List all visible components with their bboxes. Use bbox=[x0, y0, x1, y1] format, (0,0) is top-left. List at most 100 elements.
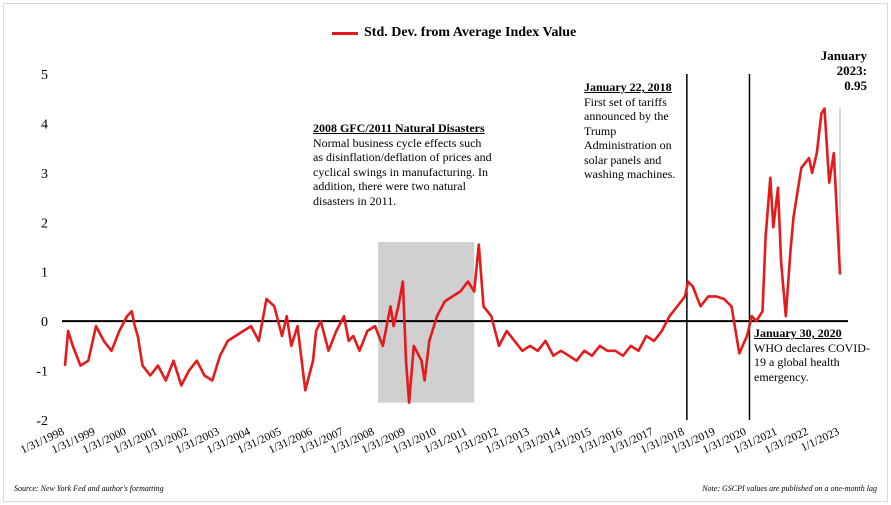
y-tick-label: 2 bbox=[41, 216, 48, 231]
series-point bbox=[141, 365, 144, 367]
series-point bbox=[568, 355, 570, 357]
series-point bbox=[444, 300, 446, 302]
series-point bbox=[343, 315, 345, 317]
series-point bbox=[839, 273, 841, 275]
series-point bbox=[738, 352, 740, 354]
series-point bbox=[765, 236, 767, 238]
series-point bbox=[258, 340, 260, 342]
series-point bbox=[780, 261, 782, 263]
annotation-gfc-text: Normal business cycle effects such as di… bbox=[313, 135, 492, 208]
series-point bbox=[366, 330, 368, 332]
series-point bbox=[137, 335, 139, 337]
series-point bbox=[312, 360, 314, 362]
series-point bbox=[211, 379, 213, 382]
series-point bbox=[234, 335, 237, 337]
annotation-gfc: 2008 GFC/2011 Natural Disasters Normal b… bbox=[313, 121, 493, 208]
series-point bbox=[348, 340, 350, 342]
y-tick-label: 1 bbox=[41, 266, 48, 281]
series-point bbox=[785, 315, 787, 317]
series-point bbox=[808, 157, 810, 159]
series-point bbox=[131, 310, 133, 312]
series-point bbox=[521, 350, 523, 352]
series-point bbox=[575, 360, 578, 362]
series-point bbox=[64, 365, 66, 367]
series-point bbox=[467, 281, 469, 283]
series-point bbox=[723, 298, 725, 300]
series-point bbox=[473, 290, 475, 293]
series-point bbox=[320, 320, 322, 322]
legend-label: Std. Dev. from Average Index Value bbox=[364, 25, 577, 40]
series-point bbox=[490, 315, 492, 317]
series-point bbox=[420, 360, 423, 362]
y-tick-label: -2 bbox=[36, 414, 48, 429]
series-point bbox=[478, 243, 480, 246]
series-point bbox=[506, 330, 508, 332]
series-point bbox=[188, 369, 190, 372]
annotation-covid-heading: January 30, 2020 bbox=[754, 326, 842, 340]
annotation-covid: January 30, 2020 WHO declares COVID-19 a… bbox=[754, 326, 874, 384]
series-point bbox=[730, 305, 733, 307]
series-point bbox=[358, 350, 361, 352]
series-point bbox=[103, 340, 105, 342]
series-point bbox=[413, 345, 415, 347]
series-point bbox=[755, 320, 757, 322]
series-point bbox=[451, 295, 454, 298]
series-point bbox=[165, 379, 167, 382]
series-point bbox=[653, 340, 655, 342]
series-point bbox=[315, 330, 317, 332]
series-point bbox=[402, 281, 404, 283]
series-point bbox=[676, 305, 678, 307]
series-point bbox=[459, 290, 461, 293]
series-point bbox=[687, 281, 689, 283]
y-tick-label: 4 bbox=[41, 117, 48, 132]
series-point bbox=[126, 315, 128, 317]
series-point bbox=[203, 374, 206, 377]
series-point bbox=[800, 167, 802, 169]
series-point bbox=[772, 226, 774, 228]
series-point bbox=[715, 295, 717, 298]
series-point bbox=[823, 108, 826, 110]
series-point bbox=[408, 402, 410, 404]
annotation-jan2023-value: 0.95 bbox=[844, 78, 867, 93]
series-point bbox=[157, 365, 159, 367]
series-point bbox=[87, 360, 89, 362]
series-point bbox=[560, 350, 562, 352]
series-point bbox=[622, 355, 624, 357]
legend: Std. Dev. from Average Index Value bbox=[332, 25, 576, 41]
y-tick-label: 5 bbox=[41, 68, 48, 83]
series-point bbox=[529, 345, 531, 347]
series-point bbox=[820, 112, 823, 115]
series-point bbox=[606, 350, 609, 352]
series-point bbox=[614, 350, 616, 352]
annotation-gfc-heading: 2008 GFC/2011 Natural Disasters bbox=[313, 121, 485, 135]
series-point bbox=[552, 355, 554, 357]
annotation-jan2023: January 2023: 0.95 bbox=[790, 48, 867, 93]
series-point bbox=[118, 330, 120, 332]
series-point bbox=[95, 325, 97, 327]
series-point bbox=[296, 325, 299, 327]
series-point bbox=[828, 182, 830, 184]
series-point bbox=[242, 330, 244, 332]
series-point bbox=[265, 298, 268, 300]
series-point bbox=[833, 152, 835, 154]
annotation-tariff-heading: January 22, 2018 bbox=[584, 80, 672, 94]
series-point bbox=[789, 251, 792, 253]
series-point bbox=[250, 325, 252, 327]
series-point bbox=[382, 345, 384, 347]
y-tick-label: 0 bbox=[41, 315, 48, 330]
series-point bbox=[110, 350, 113, 352]
series-point bbox=[436, 315, 438, 317]
series-point bbox=[816, 152, 818, 154]
series-point bbox=[792, 216, 795, 218]
lag-note: Note: GSCPI values are published on a on… bbox=[702, 484, 877, 493]
series-point bbox=[583, 350, 585, 352]
series-point bbox=[630, 345, 632, 347]
legend-swatch bbox=[332, 31, 358, 35]
y-tick-label: -1 bbox=[36, 365, 48, 380]
annotation-jan2023-label: January 2023: bbox=[820, 48, 867, 78]
series-point bbox=[335, 330, 337, 332]
series-point bbox=[405, 360, 407, 362]
series-point bbox=[227, 340, 229, 342]
series-point bbox=[290, 345, 292, 347]
